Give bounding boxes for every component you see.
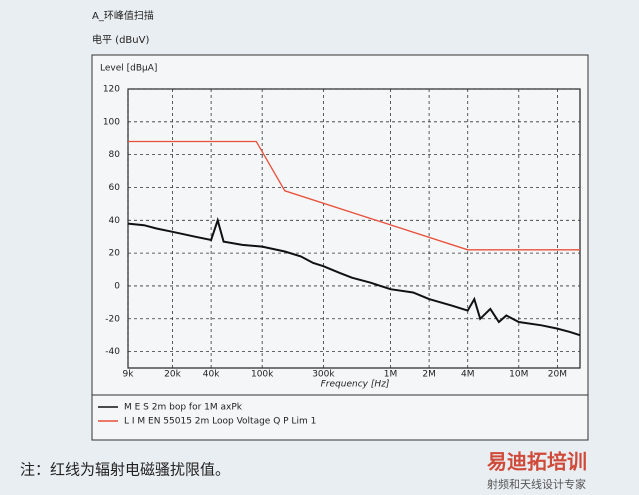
frame xyxy=(91,54,589,441)
watermark: 射频和天线设计专家 xyxy=(487,477,586,491)
x-tick-label: 9k xyxy=(123,370,135,380)
y-tick-label: 20 xyxy=(109,249,121,259)
x-tick-label: 10M xyxy=(509,370,528,380)
x-tick-label: 1M xyxy=(384,370,398,380)
series-line xyxy=(127,216,581,337)
y-tick-label: -20 xyxy=(105,314,120,324)
y-tick-label: 60 xyxy=(109,183,121,193)
x-tick-label: 20k xyxy=(164,370,181,380)
y-tick-label: -40 xyxy=(105,347,120,357)
x-axis-label: Frequency [Hz] xyxy=(321,380,390,390)
y-axis-label: Level [dBµA] xyxy=(100,64,157,74)
chart-subtitle: 电平 (dBuV) xyxy=(92,33,149,46)
chart-title: A_环峰值扫描 xyxy=(92,9,154,22)
legend-label: M E S 2m bop for 1M axPk xyxy=(124,403,243,413)
y-tick-label: 80 xyxy=(109,150,121,160)
watermark: 易迪拓培训 xyxy=(487,450,587,474)
y-tick-label: 0 xyxy=(114,281,120,291)
y-tick-label: 40 xyxy=(109,216,121,226)
x-tick-label: 4M xyxy=(461,370,475,380)
x-tick-label: 20M xyxy=(548,370,567,380)
legend-label: L I M EN 55015 2m Loop Voltage Q P Lim 1 xyxy=(124,417,316,427)
x-tick-label: 100k xyxy=(251,370,274,380)
y-tick-label: 120 xyxy=(103,85,120,95)
series-line xyxy=(128,140,580,251)
y-tick-label: 100 xyxy=(103,117,120,127)
x-tick-label: 300k xyxy=(312,370,335,380)
x-tick-label: 2M xyxy=(422,370,436,380)
x-tick-label: 40k xyxy=(203,370,220,380)
caption: 注：红线为辐射电磁骚扰限值。 xyxy=(20,461,230,479)
